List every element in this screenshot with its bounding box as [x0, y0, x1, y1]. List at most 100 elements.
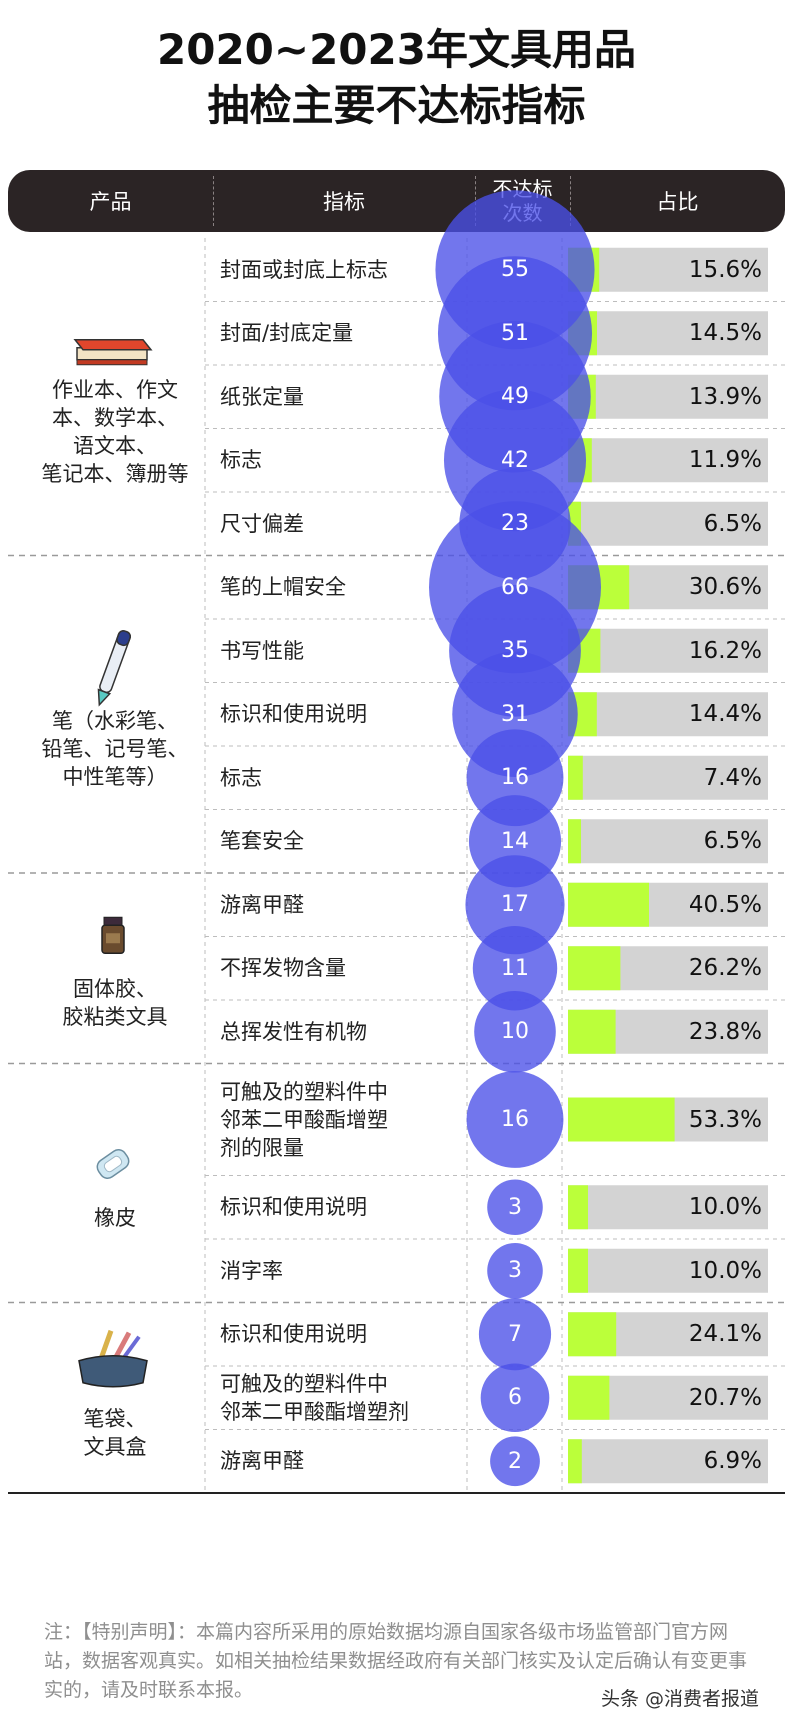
indicator-cell: 笔套安全	[220, 810, 470, 874]
indicator-cell: 标识和使用说明	[220, 1303, 470, 1367]
indicator-label: 不挥发物含量	[220, 956, 346, 981]
count-label: 10	[501, 1019, 529, 1045]
glue-icon	[101, 916, 125, 954]
indicator-label: 笔套安全	[220, 829, 304, 854]
eraser-icon	[96, 1149, 130, 1179]
count-label: 3	[508, 1258, 522, 1284]
product-label: 笔（水彩笔、 铅笔、记号笔、 中性笔等）	[20, 707, 210, 791]
count-label: 42	[501, 447, 529, 473]
indicator-label-line: 可触及的塑料件中	[220, 1079, 388, 1104]
count-bubble	[480, 1363, 550, 1433]
count-label: 49	[501, 384, 529, 410]
bar-fill	[568, 1009, 616, 1054]
pen-cap	[116, 630, 131, 647]
percent-label: 40.5%	[688, 891, 762, 918]
indicator-label-line: 剂的限量	[220, 1135, 304, 1160]
notebook-back	[76, 359, 148, 366]
indicator-label: 标识和使用说明	[220, 702, 367, 727]
count-label: 23	[501, 511, 529, 537]
indicator-cell: 封面或封底上标志	[220, 238, 470, 302]
count-label: 3	[508, 1194, 522, 1220]
bar-track	[568, 628, 768, 673]
indicator-cell: 封面/封底定量	[220, 302, 470, 366]
product-label-line: 笔（水彩笔、	[52, 709, 178, 734]
header-indicator: 指标	[323, 190, 365, 214]
percent-label: 6.5%	[703, 510, 762, 537]
chart-title: 2020~2023年文具用品 抽检主要不达标指标	[0, 22, 793, 134]
count-bubble	[490, 1436, 540, 1487]
bar-track	[568, 247, 768, 292]
bar-fill	[568, 1248, 588, 1293]
count-label: 55	[501, 257, 529, 283]
percent-label: 6.9%	[703, 1448, 762, 1475]
count-bubble	[478, 1298, 552, 1371]
bar-fill	[568, 755, 583, 800]
product-label-line: 固体胶、	[73, 977, 157, 1002]
indicator-label: 封面或封底上标志	[220, 257, 388, 282]
bar-track	[568, 501, 768, 546]
notebook-icon	[73, 339, 153, 366]
count-label: 31	[501, 701, 529, 727]
header-product: 产品	[89, 190, 132, 214]
percent-label: 24.1%	[688, 1321, 762, 1348]
eraser-label	[103, 1155, 123, 1173]
percent-label: 15.6%	[688, 256, 762, 283]
indicator-label: 游离甲醛	[220, 1449, 304, 1474]
bar-fill	[568, 1097, 675, 1142]
percent-label: 13.9%	[688, 383, 762, 410]
indicator-label: 游离甲醛	[220, 892, 304, 917]
bar-track	[568, 1439, 768, 1484]
product-label-line: 胶粘类文具	[62, 1005, 168, 1030]
title-line-2: 抽检主要不达标指标	[207, 81, 586, 130]
indicator-label-line: 邻苯二甲酸酯增塑	[220, 1107, 388, 1132]
percent-label: 14.5%	[688, 320, 762, 347]
count-bubble	[465, 855, 565, 955]
case-pencil	[112, 1331, 132, 1360]
case-body	[78, 1355, 148, 1388]
brand-watermark: 头条 @消费者报道	[594, 1682, 765, 1713]
product-label-line: 笔记本、簿册等	[41, 461, 189, 486]
case-pencil	[98, 1329, 114, 1360]
bar-track	[568, 1248, 768, 1293]
indicator-label-line: 可触及的塑料件中	[220, 1371, 388, 1396]
product-label: 固体胶、 胶粘类文具	[20, 975, 210, 1031]
title-line-1: 2020~2023年文具用品	[157, 25, 636, 74]
count-bubble	[487, 1179, 543, 1236]
indicator-label: 标识和使用说明	[220, 1195, 367, 1220]
product-label-line: 语文本、	[73, 433, 157, 458]
indicator-label-line: 邻苯二甲酸酯增塑剂	[220, 1399, 409, 1424]
percent-label: 7.4%	[703, 764, 762, 791]
count-label: 14	[501, 828, 529, 854]
bar-fill	[568, 819, 581, 864]
bar-track	[568, 1185, 768, 1230]
indicator-label: 封面/封底定量	[220, 321, 354, 346]
product-label-line: 本、数学本、	[52, 405, 178, 430]
header-ratio: 占比	[656, 190, 699, 214]
indicator-label: 纸张定量	[220, 384, 304, 409]
pencil-case-icon	[78, 1329, 148, 1388]
indicator-label: 标志	[220, 765, 262, 790]
count-label: 2	[508, 1448, 522, 1474]
percent-label: 16.2%	[688, 637, 762, 664]
indicator-cell: 可触及的塑料件中 邻苯二甲酸酯增塑剂	[220, 1366, 470, 1430]
indicator-label: 笔的上帽安全	[220, 575, 346, 600]
count-bubble	[466, 1071, 564, 1168]
product-label-line: 文具盒	[83, 1434, 147, 1459]
bar-track	[568, 311, 768, 356]
count-label: 16	[501, 765, 529, 791]
percent-label: 10.0%	[688, 1194, 762, 1221]
indicator-cell: 标志	[220, 746, 470, 810]
count-label: 66	[501, 574, 529, 600]
percent-label: 11.9%	[688, 447, 762, 474]
product-label-line: 铅笔、记号笔、	[41, 737, 189, 762]
indicator-cell: 书写性能	[220, 619, 470, 683]
glue-label	[106, 933, 120, 944]
indicator-label: 消字率	[220, 1258, 283, 1283]
count-label: 51	[501, 320, 529, 346]
bar-fill	[568, 946, 621, 991]
indicator-cell: 标识和使用说明	[220, 683, 470, 747]
indicator-cell: 不挥发物含量	[220, 937, 470, 1001]
bar-fill	[568, 1375, 610, 1420]
indicator-label: 标志	[220, 448, 262, 473]
indicator-label: 书写性能	[220, 638, 304, 663]
